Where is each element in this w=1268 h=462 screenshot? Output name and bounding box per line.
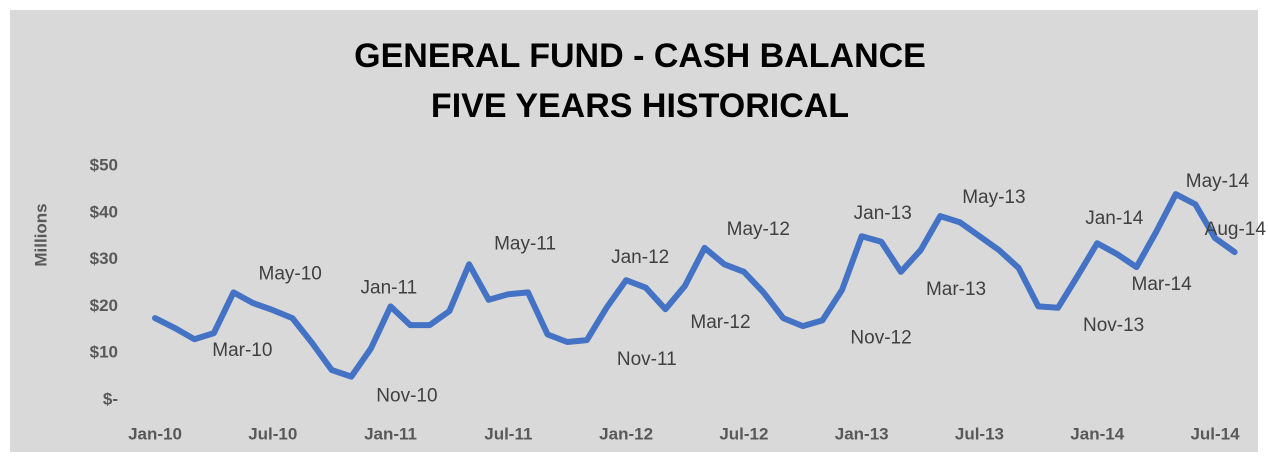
chart-subtitle: FIVE YEARS HISTORICAL bbox=[431, 87, 849, 125]
x-tick-label: Jan-10 bbox=[128, 424, 182, 443]
data-label: May-12 bbox=[727, 219, 790, 240]
data-label: Mar-13 bbox=[926, 279, 986, 300]
data-label: Jan-11 bbox=[361, 277, 418, 298]
data-label: Mar-12 bbox=[690, 312, 750, 333]
x-tick-label: Jul-12 bbox=[719, 424, 768, 443]
line-series bbox=[152, 191, 1238, 380]
y-tick-label: $20 bbox=[90, 296, 118, 315]
data-label: Aug-14 bbox=[1205, 219, 1267, 240]
chart-title: GENERAL FUND - CASH BALANCE bbox=[354, 37, 926, 75]
data-label: Mar-14 bbox=[1132, 274, 1193, 295]
x-tick-label: Jan-13 bbox=[835, 424, 889, 443]
y-tick-label: $- bbox=[103, 389, 118, 408]
x-tick-label: Jul-14 bbox=[1190, 424, 1240, 443]
y-axis-title: Millions bbox=[31, 203, 50, 266]
data-label: Mar-10 bbox=[212, 340, 272, 361]
data-label: May-13 bbox=[962, 187, 1025, 208]
data-label: Jan-13 bbox=[854, 203, 912, 224]
x-tick-label: Jul-11 bbox=[484, 424, 532, 443]
y-tick-label: $10 bbox=[90, 343, 118, 362]
data-label: Nov-13 bbox=[1083, 315, 1144, 336]
chart-background bbox=[10, 10, 1258, 452]
x-tick-label: Jul-13 bbox=[955, 424, 1004, 443]
y-tick-label: $50 bbox=[90, 155, 118, 174]
data-label: May-10 bbox=[259, 263, 322, 284]
data-label: Nov-10 bbox=[376, 386, 437, 407]
data-label: Nov-12 bbox=[850, 327, 911, 348]
data-label: May-11 bbox=[494, 233, 556, 254]
y-tick-label: $40 bbox=[90, 202, 118, 221]
y-tick-label: $30 bbox=[90, 249, 118, 268]
x-tick-label: Jan-12 bbox=[599, 424, 653, 443]
x-tick-label: Jan-11 bbox=[364, 424, 417, 443]
data-label: Nov-11 bbox=[617, 349, 677, 370]
data-label: Jan-14 bbox=[1085, 208, 1144, 229]
x-tick-label: Jan-14 bbox=[1070, 424, 1124, 443]
data-label: Jan-12 bbox=[611, 247, 669, 268]
data-label: May-14 bbox=[1186, 171, 1250, 192]
x-tick-label: Jul-10 bbox=[248, 424, 297, 443]
